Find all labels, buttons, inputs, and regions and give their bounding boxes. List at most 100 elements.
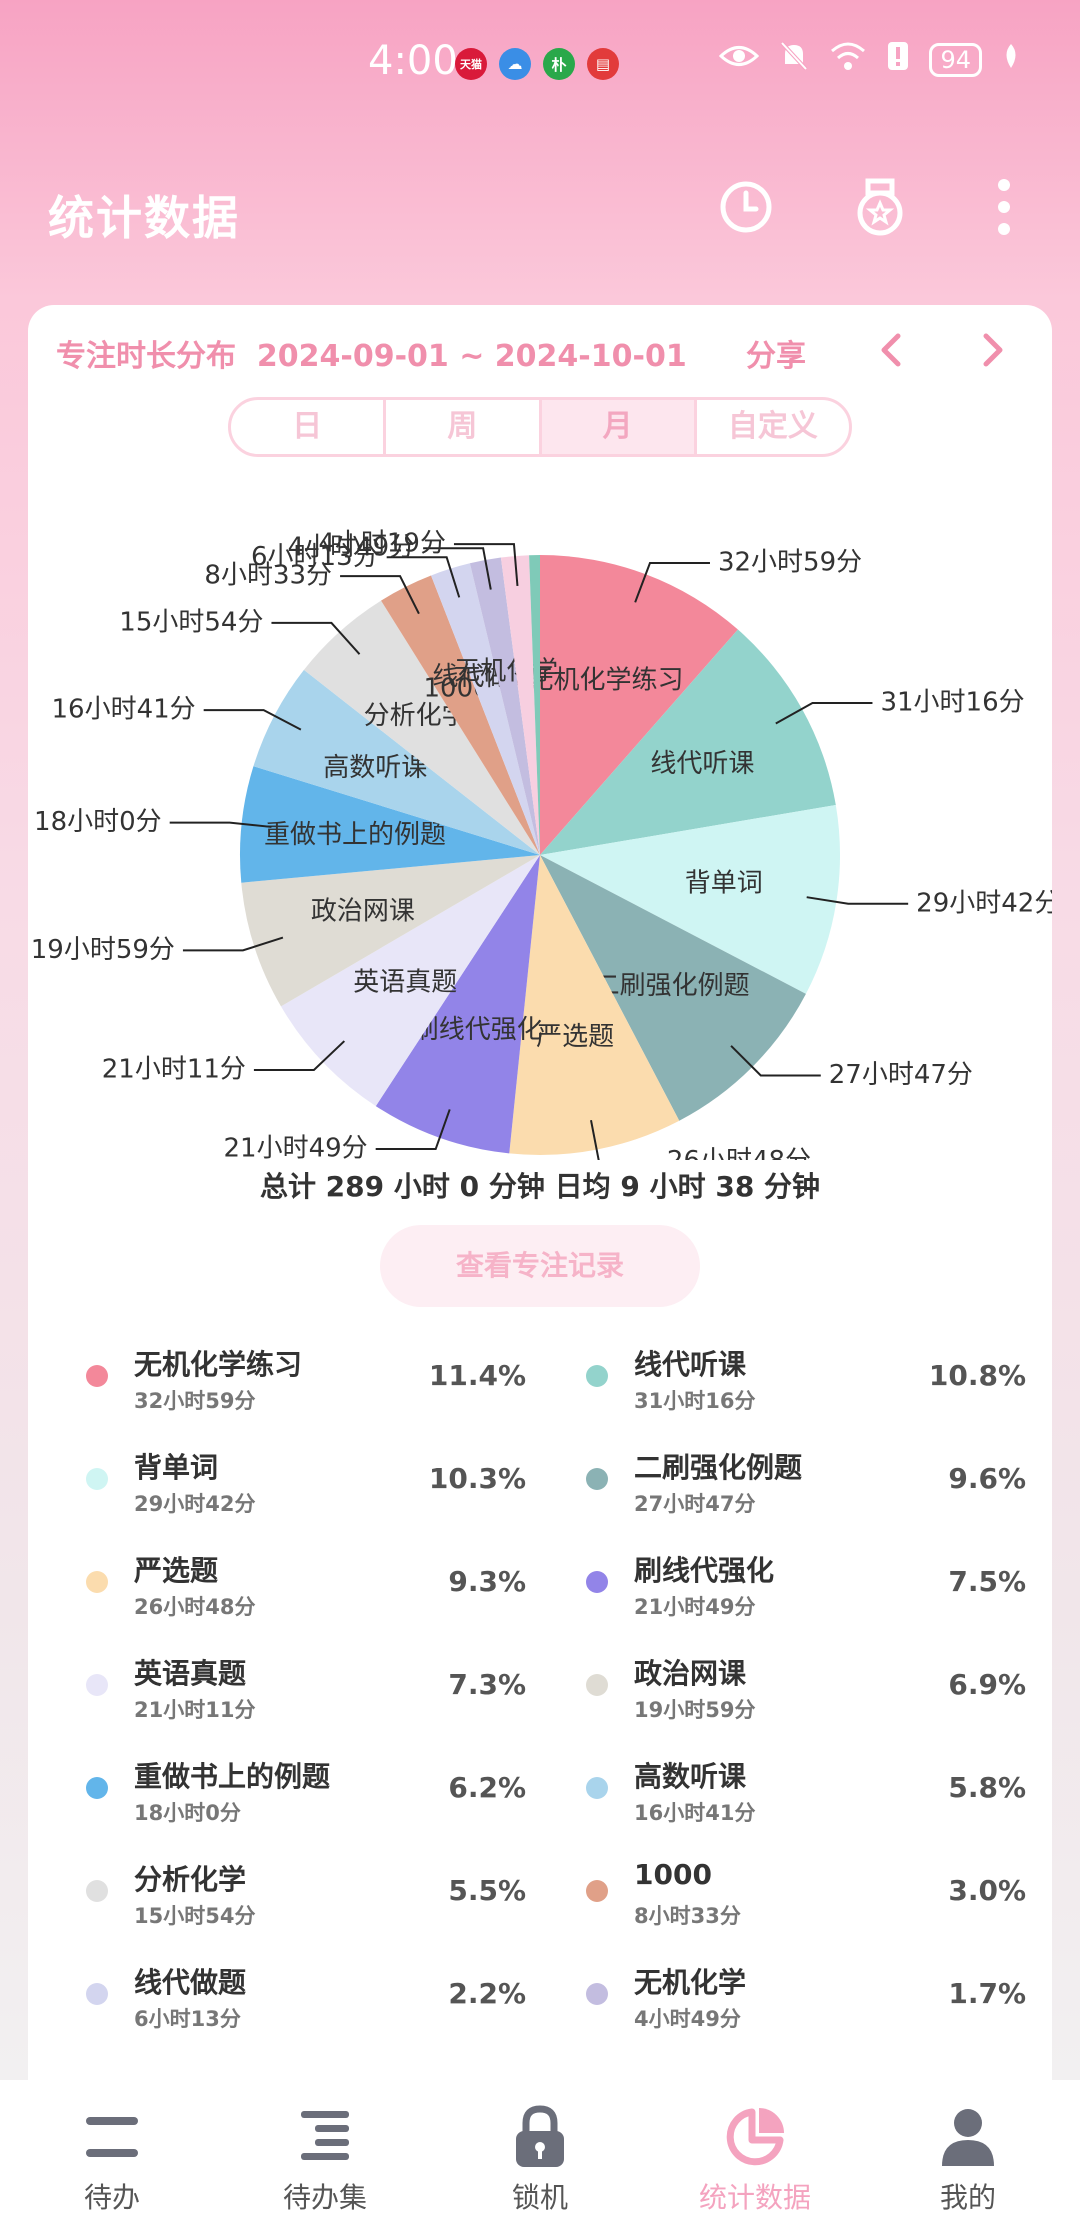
legend-time: 21小时49分 bbox=[634, 1595, 756, 1619]
pie-slice-7[interactable] bbox=[241, 855, 540, 1007]
legend-name: 二刷强化例题 bbox=[634, 1451, 803, 1484]
nav-lock[interactable]: 锁机 bbox=[460, 2080, 620, 2228]
legend-time: 21小时11分 bbox=[134, 1698, 256, 1722]
legend-percent: 7.5% bbox=[948, 1565, 1026, 1598]
date-range[interactable]: 2024-09-01 ~ 2024-10-01 bbox=[256, 339, 687, 374]
segment-custom[interactable]: 自定义 bbox=[727, 409, 818, 444]
pie-slice-14[interactable] bbox=[500, 555, 540, 855]
legend-item[interactable]: 二刷强化例题 27小时47分 9.6% bbox=[566, 1438, 1026, 1518]
pie-value-label-10: 15小时54分 bbox=[119, 607, 263, 637]
pie-slice-label-13: 无机化学 bbox=[454, 657, 558, 687]
pie-slice-6[interactable] bbox=[280, 855, 540, 1107]
legend-item[interactable]: 英语真题 21小时11分 7.3% bbox=[66, 1644, 526, 1724]
pie-slice-label-1: 线代听课 bbox=[650, 749, 754, 779]
legend-percent: 9.6% bbox=[948, 1462, 1026, 1495]
achievement-button[interactable] bbox=[848, 175, 912, 239]
pie-leader-line-1 bbox=[775, 701, 873, 725]
pie-slice-8[interactable] bbox=[239, 766, 540, 883]
pie-slice-11[interactable] bbox=[381, 575, 540, 855]
legend-item[interactable]: 政治网课 19小时59分 6.9% bbox=[566, 1644, 1026, 1724]
chevron-left-icon bbox=[881, 333, 901, 367]
legend-item[interactable]: 线代听课 31小时16分 10.8% bbox=[566, 1335, 1026, 1415]
legend-color-dot bbox=[86, 1777, 108, 1799]
pie-slice-9[interactable] bbox=[253, 669, 540, 855]
next-period-button[interactable] bbox=[968, 325, 1018, 375]
pie-slice-5[interactable] bbox=[375, 855, 540, 1154]
pie-value-label-14: 4小时19分 bbox=[318, 529, 446, 559]
nav-profile[interactable]: 我的 bbox=[888, 2080, 1048, 2228]
legend-time: 6小时13分 bbox=[134, 2007, 241, 2031]
status-app-icons: 天猫 ☁ 朴 ▤ bbox=[455, 48, 619, 80]
pie-slice-2[interactable] bbox=[540, 804, 840, 994]
share-button[interactable]: 分享 bbox=[746, 339, 806, 374]
legend-name: 线代做题 bbox=[134, 1966, 247, 1999]
legend-item[interactable]: 刷线代强化 21小时49分 7.5% bbox=[566, 1541, 1026, 1621]
status-right: 94 bbox=[719, 40, 1020, 80]
view-focus-records-button[interactable]: 查看专注记录 bbox=[380, 1225, 700, 1307]
pie-leader-line-10 bbox=[271, 621, 361, 655]
segment-week[interactable]: 周 bbox=[386, 400, 542, 454]
pie-value-label-11: 8小时33分 bbox=[204, 561, 332, 591]
lock-icon bbox=[505, 2102, 575, 2172]
legend-item[interactable]: 分析化学 15小时54分 5.5% bbox=[66, 1850, 526, 1930]
segment-day[interactable]: 日 bbox=[231, 400, 387, 454]
legend-item[interactable]: 背单词 29小时42分 10.3% bbox=[66, 1438, 526, 1518]
nav-statistics[interactable]: 统计数据 bbox=[675, 2080, 835, 2228]
pie-slice-label-7: 政治网课 bbox=[311, 896, 415, 926]
legend-percent: 1.7% bbox=[948, 1977, 1026, 2010]
legend-color-dot bbox=[86, 1365, 108, 1387]
legend-name: 重做书上的例题 bbox=[134, 1760, 331, 1793]
legend-time: 16小时41分 bbox=[634, 1801, 756, 1825]
legend-color-dot bbox=[586, 1674, 608, 1696]
pie-value-label-9: 16小时41分 bbox=[52, 695, 196, 725]
pie-leader-line-12 bbox=[386, 556, 461, 598]
pie-value-label-12: 6小时13分 bbox=[251, 542, 379, 572]
legend-color-dot bbox=[586, 1468, 608, 1490]
legend-name: 背单词 bbox=[134, 1451, 219, 1484]
pie-slice-15[interactable] bbox=[529, 555, 540, 855]
legend-color-dot bbox=[586, 1983, 608, 2005]
pie-leader-line-8 bbox=[169, 821, 272, 828]
pie-slice-1[interactable] bbox=[540, 629, 836, 855]
legend-percent: 3.0% bbox=[948, 1874, 1026, 1907]
nav-todo-set[interactable]: 待办集 bbox=[245, 2080, 405, 2228]
legend-item[interactable]: 重做书上的例题 18小时0分 6.2% bbox=[66, 1747, 526, 1827]
pie-slice-0[interactable] bbox=[540, 555, 738, 855]
legend-name: 分析化学 bbox=[134, 1863, 247, 1896]
eye-icon bbox=[719, 41, 760, 79]
pie-slice-label-9: 高数听课 bbox=[323, 753, 427, 783]
legend-percent: 9.3% bbox=[448, 1565, 526, 1598]
alert-icon bbox=[887, 41, 909, 79]
status-bar: 4:00 天猫 ☁ 朴 ▤ 94 bbox=[0, 0, 1080, 130]
clock-icon bbox=[720, 181, 772, 233]
nav-todo[interactable]: 待办 bbox=[32, 2080, 192, 2228]
medal-icon bbox=[857, 178, 903, 236]
segment-month[interactable]: 月 bbox=[541, 400, 697, 454]
legend-percent: 10.3% bbox=[428, 1462, 526, 1495]
pie-slice-4[interactable] bbox=[509, 855, 680, 1155]
legend-item[interactable]: 无机化学 4小时49分 1.7% bbox=[566, 1953, 1026, 2033]
prev-period-button[interactable] bbox=[866, 325, 916, 375]
cloud-icon: ☁ bbox=[499, 48, 531, 80]
pie-value-label-0: 32小时59分 bbox=[718, 548, 862, 578]
chevron-right-icon bbox=[983, 333, 1003, 367]
pie-slice-12[interactable] bbox=[431, 563, 540, 855]
pie-chart-icon bbox=[720, 2102, 790, 2172]
legend-percent: 5.5% bbox=[448, 1874, 526, 1907]
book-icon: ▤ bbox=[587, 48, 619, 80]
legend-item[interactable]: 严选题 26小时48分 9.3% bbox=[66, 1541, 526, 1621]
pie-value-label-8: 18小时0分 bbox=[34, 807, 162, 837]
pie-slice-10[interactable] bbox=[303, 600, 540, 855]
legend-item[interactable]: 高数听课 16小时41分 5.8% bbox=[566, 1747, 1026, 1827]
more-options-button[interactable] bbox=[972, 175, 1036, 239]
todo-set-icon bbox=[290, 2102, 360, 2172]
legend-item[interactable]: 无机化学练习 32小时59分 11.4% bbox=[66, 1335, 526, 1415]
legend-color-dot bbox=[586, 1880, 608, 1902]
legend-item[interactable]: 1000 8小时33分 3.0% bbox=[566, 1850, 1026, 1930]
nav-lock-label: 锁机 bbox=[511, 2181, 568, 2214]
history-button[interactable] bbox=[714, 175, 778, 239]
legend-name: 英语真题 bbox=[134, 1657, 247, 1690]
pie-slice-13[interactable] bbox=[469, 557, 540, 855]
legend-item[interactable]: 线代做题 6小时13分 2.2% bbox=[66, 1953, 526, 2033]
pie-slice-label-4: 严选题 bbox=[536, 1022, 614, 1052]
